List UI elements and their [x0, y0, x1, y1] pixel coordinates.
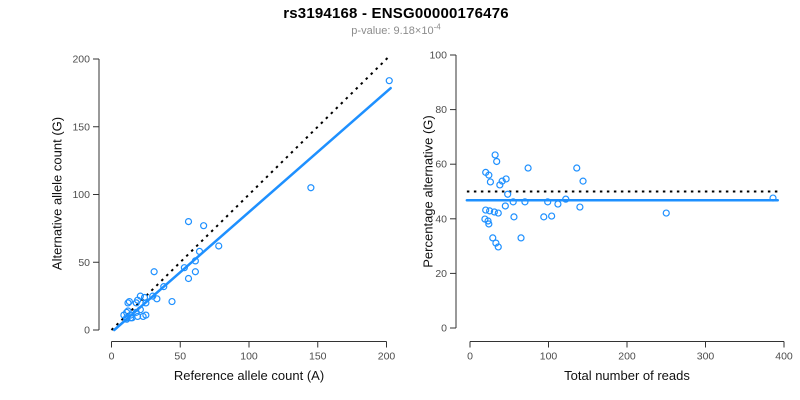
data-point: [136, 292, 144, 300]
data-point: [485, 171, 493, 179]
right-x-tick-label: 100: [540, 351, 558, 363]
data-point: [195, 247, 204, 256]
data-point: [576, 203, 584, 211]
data-point: [136, 306, 144, 314]
data-point: [150, 268, 158, 276]
data-point: [554, 200, 562, 208]
data-point: [191, 268, 199, 276]
data-point: [502, 175, 510, 183]
data-point: [215, 242, 223, 250]
right-x-tick-label: 300: [697, 351, 715, 363]
data-point: [491, 151, 499, 159]
data-point: [142, 299, 150, 307]
left-x-axis-title: Reference allele count (A): [173, 368, 325, 383]
data-point: [579, 177, 587, 185]
data-point: [125, 297, 133, 306]
data-point: [191, 257, 199, 265]
data-point: [184, 218, 193, 226]
data-point: [769, 194, 777, 202]
data-point: [494, 209, 502, 217]
right-y-tick-label: 0: [441, 323, 447, 335]
data-point: [493, 157, 501, 166]
data-point: [142, 311, 150, 319]
data-point: [509, 198, 517, 206]
left-fit-line: [113, 86, 392, 332]
data-point: [486, 178, 495, 186]
data-point: [385, 77, 393, 85]
data-point: [544, 198, 552, 206]
data-point: [501, 202, 509, 210]
right-x-tick-label: 0: [467, 351, 473, 363]
data-point: [184, 274, 193, 283]
data-point: [494, 243, 502, 251]
left-y-tick-label: 200: [72, 54, 90, 66]
data-point: [490, 208, 498, 216]
right-x-axis-title: Total number of reads: [564, 368, 690, 383]
data-point: [524, 164, 532, 172]
right-y-axis-title: Percentage alternative (G): [420, 115, 436, 268]
data-point: [484, 217, 492, 225]
left-y-tick-label: 150: [72, 121, 90, 133]
data-point: [498, 177, 506, 185]
left-reference-line: [110, 55, 390, 331]
left-x-tick-label: 100: [240, 351, 258, 363]
data-point: [124, 299, 132, 307]
right-y-tick-label: 80: [435, 104, 447, 116]
data-point: [153, 295, 161, 303]
left-x-tick-label: 50: [174, 351, 186, 363]
data-point: [521, 198, 529, 206]
data-point: [489, 234, 497, 242]
data-point: [200, 222, 208, 230]
left-y-tick-label: 100: [72, 189, 90, 201]
data-point: [540, 213, 548, 221]
data-point: [662, 209, 670, 217]
left-x-tick-label: 0: [109, 351, 115, 363]
right-y-tick-label: 60: [435, 159, 447, 171]
pvalue-subtitle: p-value: 9.18×10-4: [0, 22, 792, 37]
left-y-tick-label: 50: [78, 257, 90, 269]
left-x-tick-label: 150: [309, 351, 327, 363]
data-point: [160, 283, 168, 291]
data-point: [510, 213, 518, 221]
left-panel: 0 50 100 150 200 0 50 100 150 200: [72, 54, 395, 363]
right-y-tick-label: 100: [429, 50, 447, 62]
left-y-tick-label: 0: [84, 325, 90, 337]
data-point: [482, 206, 490, 214]
pvalue-text: p-value: 9.18×10: [351, 25, 434, 37]
right-y-tick-label: 20: [435, 268, 447, 280]
data-point: [562, 195, 570, 203]
data-point: [307, 184, 315, 192]
data-point: [485, 220, 493, 228]
right-x-tick-label: 400: [775, 351, 793, 363]
data-point: [180, 264, 188, 272]
pvalue-exponent: -4: [433, 22, 441, 32]
data-point: [486, 207, 494, 215]
right-y-tick-label: 40: [435, 213, 447, 225]
data-point: [573, 164, 581, 172]
right-panel: 0 20 40 60 80 100 0 100 200 300 400: [429, 50, 792, 363]
data-point: [504, 190, 512, 198]
left-y-axis-title: Alternative allele count (G): [49, 116, 65, 271]
right-x-tick-label: 200: [618, 351, 636, 363]
page-title: rs3194168 - ENSG00000176476: [283, 5, 509, 22]
left-x-tick-label: 200: [378, 351, 396, 363]
data-point: [517, 234, 525, 242]
data-point: [548, 212, 556, 220]
data-point: [168, 297, 176, 306]
